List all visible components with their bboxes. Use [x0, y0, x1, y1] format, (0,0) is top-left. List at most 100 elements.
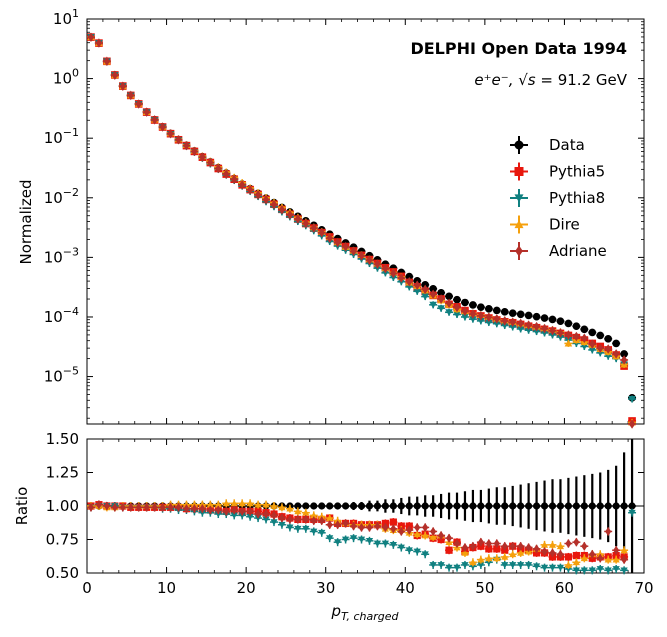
data-point [318, 227, 325, 238]
data-point [548, 502, 557, 510]
data-point [349, 535, 358, 542]
data-point [533, 321, 540, 332]
data-point [517, 318, 524, 329]
data-point [326, 535, 334, 542]
data-point [588, 328, 597, 337]
data-point [540, 541, 549, 548]
data-point [406, 277, 413, 287]
data-point [230, 174, 238, 184]
data-point [413, 280, 421, 291]
data-point [398, 273, 405, 283]
data-point [270, 510, 278, 520]
data-point [310, 502, 318, 510]
data-point [167, 128, 174, 139]
data-point [302, 218, 310, 229]
data-point [514, 167, 524, 176]
data-point [477, 317, 485, 325]
data-point [421, 502, 429, 510]
data-point [429, 285, 437, 293]
data-point [262, 509, 270, 519]
data-point [612, 339, 620, 348]
data-point [95, 500, 102, 510]
data-point [206, 501, 214, 508]
data-point [581, 541, 588, 551]
data-point [565, 330, 572, 340]
data-point [493, 554, 501, 562]
data-point [318, 502, 326, 510]
top-series-adriane [87, 32, 637, 429]
data-point [620, 567, 628, 574]
data-point [580, 502, 588, 510]
legend-label: Data [549, 136, 585, 154]
data-point [604, 556, 612, 563]
data-point [580, 325, 589, 334]
data-point [597, 553, 604, 563]
data-point [613, 545, 620, 555]
data-point [127, 502, 134, 512]
bottom-ytick-label: 0.75 [46, 531, 79, 549]
bottom-xtick-label: 70 [634, 579, 653, 597]
data-point [95, 38, 103, 48]
data-point [556, 317, 565, 325]
data-point [580, 343, 589, 351]
data-point [564, 319, 573, 328]
data-point [477, 310, 485, 321]
data-point [605, 526, 612, 536]
data-point [246, 513, 254, 521]
data-point [294, 502, 302, 510]
data-point [612, 566, 620, 573]
data-point [485, 554, 493, 562]
data-point [445, 533, 453, 543]
data-point [326, 514, 334, 521]
top-series-layer [87, 32, 637, 429]
data-point [246, 185, 254, 195]
data-point [381, 502, 389, 510]
data-point [540, 564, 549, 572]
bottom-xtick-label: 10 [157, 579, 176, 597]
data-point [514, 140, 524, 150]
data-point [572, 502, 580, 510]
data-point [438, 530, 445, 540]
data-point [493, 502, 501, 510]
data-point [135, 502, 142, 512]
data-point [382, 263, 389, 274]
data-point [342, 536, 350, 544]
data-point [111, 70, 119, 80]
data-point [413, 548, 421, 556]
bottom-ytick-label: 1.50 [46, 430, 79, 448]
data-point [604, 567, 612, 574]
data-point [405, 283, 414, 291]
data-point [612, 556, 620, 563]
data-point [294, 214, 302, 224]
data-point [525, 320, 532, 330]
data-point [358, 251, 365, 261]
data-point [413, 530, 421, 538]
data-point [413, 288, 422, 296]
bottom-xtick-label: 60 [555, 579, 574, 597]
chart-annotation-energy: e⁺e⁻, √s = 91.2 GeV [474, 71, 627, 89]
data-point [143, 502, 150, 512]
data-point [612, 551, 620, 560]
data-point [366, 522, 373, 532]
data-point [517, 541, 524, 551]
data-point [485, 312, 493, 322]
data-point [461, 298, 469, 307]
data-point [326, 520, 333, 530]
data-point [469, 558, 477, 566]
data-point [461, 502, 469, 510]
data-point [516, 310, 525, 319]
data-point [573, 331, 580, 342]
data-point [612, 502, 620, 510]
data-point [389, 518, 397, 526]
data-point [604, 335, 612, 343]
data-point [461, 306, 469, 316]
bottom-series-pythia8 [87, 502, 637, 575]
data-point [389, 541, 397, 549]
data-point [429, 502, 437, 510]
bottom-ytick-label: 0.50 [46, 564, 79, 582]
data-point [334, 237, 341, 248]
data-point [175, 502, 182, 512]
data-point [573, 537, 580, 547]
data-point [254, 190, 262, 200]
bottom-series-layer [87, 439, 637, 575]
